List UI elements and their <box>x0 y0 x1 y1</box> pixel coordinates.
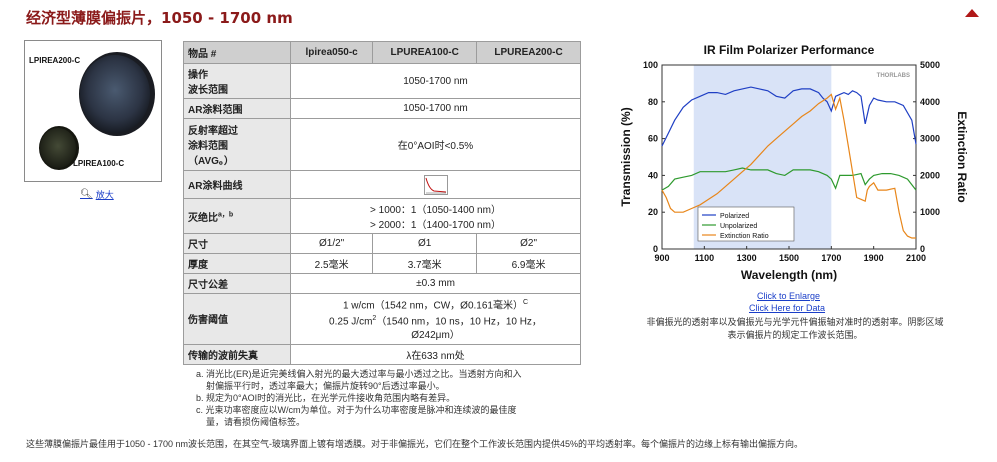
footnote-line: c. 光束功率密度应以W/cm为单位。对于为什么功率密度是脉冲和连续波的最佳度 <box>196 405 517 415</box>
table-row: 灭绝比a，b > 1000：1（1050-1400 nm） > 2000：1（1… <box>183 198 581 234</box>
spec-table: 物品 # lpirea050-c LPUREA100-C LPUREA200-C… <box>183 41 581 365</box>
row-label-wavelength: 操作 波长范围 <box>183 63 291 99</box>
size-200: Ø2" <box>476 233 581 254</box>
series-line-polarized <box>661 86 917 147</box>
row-label-size: 尺寸 <box>183 233 291 254</box>
y2-tick-label: 1000 <box>920 207 940 217</box>
col-header-200: LPUREA200-C <box>476 41 581 64</box>
footnote-line: a. 消光比(ER)是近完美线偏入射光的最大透过率与最小透过之比。当透射方向和入 <box>196 369 522 379</box>
y-tick-label: 0 <box>653 244 658 254</box>
legend-label: Unpolarized <box>720 223 757 230</box>
col-header-100: LPUREA100-C <box>372 41 478 64</box>
damage-value: 1 w/cm（1542 nm，CW，Ø0.161毫米）C 0.25 J/cm2（… <box>290 293 581 345</box>
legend-label: Polarized <box>720 213 749 220</box>
row-label-damage: 伤害阈值 <box>183 293 291 345</box>
footnotes: a. 消光比(ER)是近完美线偏入射光的最大透过率与最小透过之比。当透射方向和入… <box>196 368 522 428</box>
wavefront-value: λ在633 nm处 <box>290 343 581 365</box>
back-to-top-icon[interactable] <box>964 8 980 18</box>
thorlabs-logo: THORLABS <box>877 73 910 79</box>
row-label-ar-range: AR涂料范围 <box>183 98 291 119</box>
x-tick-label: 2100 <box>906 253 926 263</box>
click-to-enlarge-link[interactable]: Click to Enlarge <box>757 291 821 301</box>
row-label-ar-curve: AR涂料曲线 <box>183 170 291 199</box>
series-line-extinction-ratio <box>661 93 916 239</box>
chart-title: IR Film Polarizer Performance <box>704 43 875 57</box>
table-row: 反射率超过 涂料范围 （AVG。） 在0°AOI时<0.5% <box>183 118 581 171</box>
y-tick-label: 80 <box>648 97 658 107</box>
table-row: AR涂料范围 1050-1700 nm <box>183 98 581 119</box>
footnote-line: 量，请看损伤阈值标签。 <box>206 417 306 427</box>
y-tick-label: 100 <box>643 60 658 70</box>
enlarge-label: 放大 <box>95 190 114 200</box>
size-100: Ø1 <box>372 233 478 254</box>
x-tick-label: 1700 <box>821 253 841 263</box>
y-tick-label: 40 <box>648 170 658 180</box>
col-header-050: lpirea050-c <box>289 41 374 64</box>
y2-tick-label: 0 <box>920 244 925 254</box>
y2-tick-label: 4000 <box>920 97 940 107</box>
table-row: 尺寸公差 ±0.3 mm <box>183 273 581 294</box>
polarizer-photo <box>39 52 155 170</box>
x-tick-label: 1100 <box>695 253 715 263</box>
chart-caption: 非偏振光的透射率以及偏振光与光学元件偏振轴对准时的透射率。阴影区域 表示偏振片的… <box>646 317 944 340</box>
thickness-050: 2.5毫米 <box>289 253 374 274</box>
footnote-line: b. 规定为0°AOI时的消光比，在光学元件接收角范围内略有差异。 <box>196 393 456 403</box>
thickness-100: 3.7毫米 <box>372 253 478 274</box>
table-row: AR涂料曲线 <box>183 170 581 199</box>
y2-axis-label: Extinction Ratio <box>955 111 969 202</box>
ar-curve-thumbnail-icon[interactable] <box>423 174 448 195</box>
y2-tick-label: 3000 <box>920 134 940 144</box>
x-tick-label: 1300 <box>737 253 757 263</box>
ar-curve-cell <box>290 170 581 199</box>
col-header-item: 物品 # <box>183 41 291 64</box>
ar-range-value: 1050-1700 nm <box>290 98 581 119</box>
row-label-reflectance: 反射率超过 涂料范围 （AVG。） <box>183 118 291 171</box>
magnifier-icon: 🔍︎ <box>80 189 93 200</box>
label-lpirea200: LPIREA200-C <box>29 56 81 65</box>
table-row: 厚度 2.5毫米 3.7毫米 6.9毫米 <box>183 253 581 274</box>
series-line-unpolarized <box>661 167 917 191</box>
product-image[interactable]: LPIREA200-C LPIREA100-C <box>24 40 162 182</box>
x-tick-label: 1900 <box>864 253 884 263</box>
table-row: 操作 波长范围 1050-1700 nm <box>183 63 581 99</box>
table-row: 传输的波前失真 λ在633 nm处 <box>183 343 581 365</box>
polarizer-performance-chart[interactable]: IR Film Polarizer Performance 900 1100 1300… <box>616 40 972 290</box>
y-tick-label: 20 <box>648 207 658 217</box>
x-tick-label: 900 <box>654 253 669 263</box>
y2-tick-label: 2000 <box>920 170 940 180</box>
x-tick-label: 1500 <box>779 253 799 263</box>
bottom-description: 这些薄膜偏振片最佳用于1050 - 1700 nm波长范围，在其空气-玻璃界面上… <box>26 439 804 449</box>
size-050: Ø1/2" <box>289 233 374 254</box>
y2-tick-label: 5000 <box>920 60 940 70</box>
footnote-line: 射偏振平行时，透过率最大；偏振片旋转90°后透过率最小。 <box>206 381 445 391</box>
extinction-value: > 1000：1（1050-1400 nm） > 2000：1（1400-170… <box>290 198 581 234</box>
reflectance-value: 在0°AOI时<0.5% <box>290 118 581 171</box>
label-lpirea100: LPIREA100-C <box>73 159 125 168</box>
legend-label: Extinction Ratio <box>720 233 769 240</box>
row-label-size-tol: 尺寸公差 <box>183 273 291 294</box>
enlarge-link[interactable]: 🔍︎ 放大 <box>80 188 114 201</box>
row-label-thickness: 厚度 <box>183 253 291 274</box>
table-row: 尺寸 Ø1/2" Ø1 Ø2" <box>183 233 581 254</box>
table-header-row: 物品 # lpirea050-c LPUREA100-C LPUREA200-C <box>183 41 581 64</box>
thickness-200: 6.9毫米 <box>476 253 581 274</box>
table-row: 伤害阈值 1 w/cm（1542 nm，CW，Ø0.161毫米）C 0.25 J… <box>183 293 581 345</box>
click-for-data-link[interactable]: Click Here for Data <box>749 303 826 313</box>
x-axis-label: Wavelength (nm) <box>741 268 837 282</box>
row-label-wavefront: 传输的波前失真 <box>183 343 291 365</box>
y-axis-label: Transmission (%) <box>619 107 633 206</box>
row-label-extinction: 灭绝比a，b <box>183 198 291 234</box>
y-tick-label: 60 <box>648 134 658 144</box>
wavelength-value: 1050-1700 nm <box>290 63 581 99</box>
size-tol-value: ±0.3 mm <box>290 273 581 294</box>
page-title: 经济型薄膜偏振片，1050 - 1700 nm <box>26 9 293 27</box>
